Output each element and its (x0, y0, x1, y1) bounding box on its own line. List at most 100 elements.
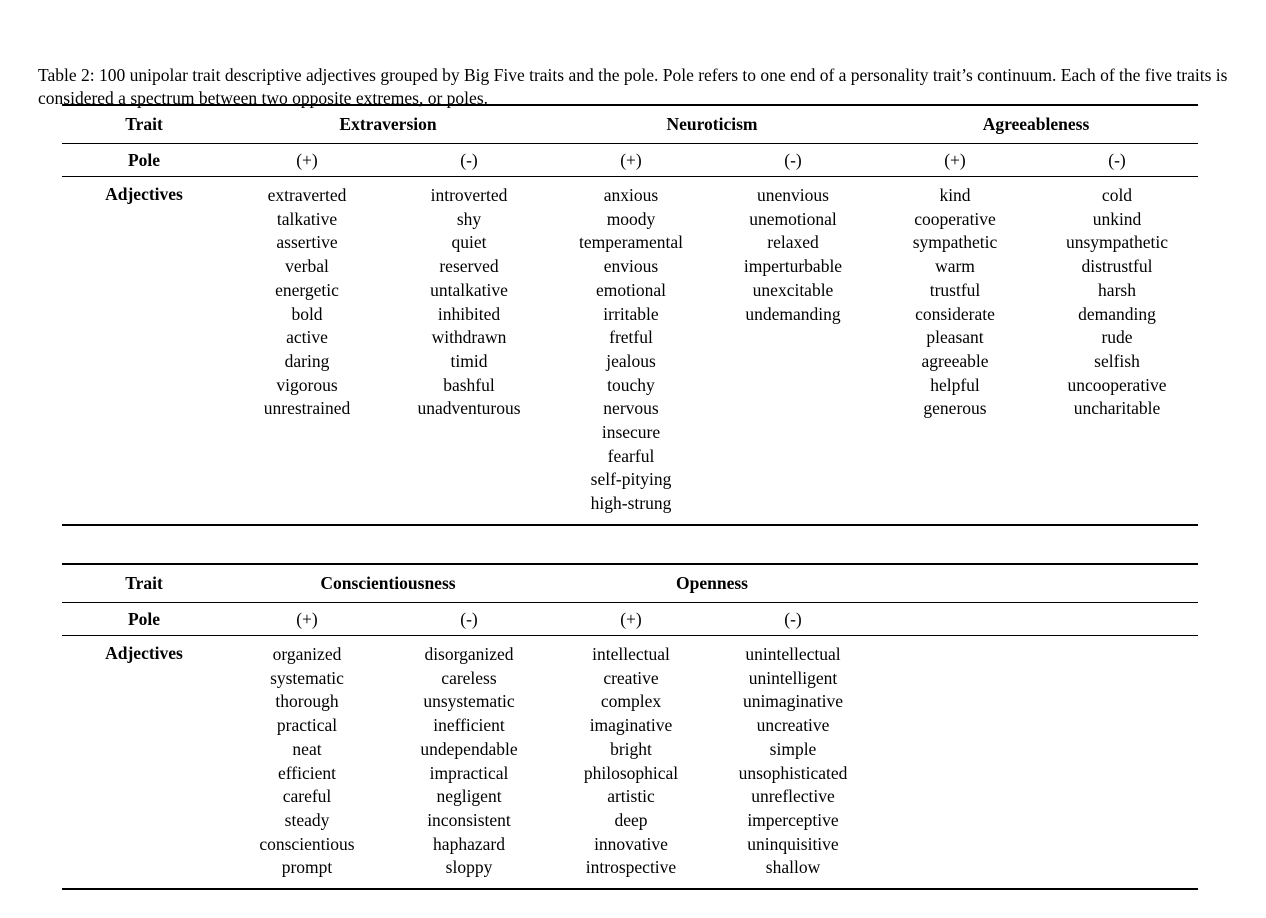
adjective: careless (441, 667, 497, 688)
adjective: unsympathetic (1065, 232, 1169, 253)
adjective: anxious (603, 185, 659, 205)
adjective: conscientious (259, 833, 355, 854)
adjectives-row: Adjectives extraverted talkative assertive… (62, 177, 1198, 526)
adjective: unintellectual (745, 644, 841, 664)
trait-header-row: Trait Conscientiousness Openness (62, 563, 1198, 603)
adjective: nervous (603, 398, 659, 419)
trait-header-agreeableness: Agreeableness (982, 114, 1090, 134)
adjective: imaginative (589, 715, 673, 736)
adjective: introverted (430, 185, 508, 205)
adjective: complex (600, 691, 662, 712)
adjective: daring (284, 350, 330, 371)
adjective: insecure (601, 422, 661, 443)
adjective: pleasant (926, 327, 984, 348)
adjective: talkative (276, 208, 338, 229)
adjective: introspective (585, 857, 677, 878)
adjective: considerate (915, 303, 995, 324)
adjective: agreeable (921, 350, 989, 371)
adjective: cold (1101, 185, 1133, 205)
adjective-column-extraversion-minus: introverted shy quiet reserved untalkative in… (388, 184, 550, 421)
trait-header-extraversion: Extraversion (339, 114, 437, 134)
adjective: undemanding (745, 303, 841, 324)
pole-minus-cell: (-) (784, 608, 802, 629)
adjective: undependable (420, 738, 518, 759)
adjective: kind (939, 185, 971, 205)
adjective: unadventurous (417, 398, 521, 419)
adjective: practical (276, 715, 338, 736)
adjective: organized (272, 644, 342, 664)
adjective: efficient (278, 762, 336, 783)
adjective: trustful (929, 279, 981, 300)
adjective: envious (603, 256, 659, 277)
adjective: philosophical (583, 762, 679, 783)
adjective: inefficient (433, 715, 505, 736)
adjective: uninquisitive (747, 833, 839, 854)
adjective: touchy (607, 374, 655, 395)
adjective: cooperative (914, 208, 996, 229)
adjective: thorough (275, 691, 339, 712)
adjective: fretful (609, 327, 653, 348)
adjective: simple (769, 738, 817, 759)
adjective: impractical (429, 762, 509, 783)
adjective: unimaginative (742, 691, 844, 712)
trait-header-openness: Openness (676, 573, 748, 593)
adjective: reserved (439, 256, 499, 277)
adjective-column-neuroticism-minus: unenvious unemotional relaxed imperturbable… (712, 184, 874, 326)
adjective: careful (282, 786, 332, 807)
adjective: bashful (443, 374, 495, 395)
trait-row-label: Trait (125, 573, 163, 593)
pole-row-label: Pole (127, 149, 161, 170)
adjective: unemotional (749, 208, 837, 229)
pole-plus-cell: (+) (620, 149, 642, 170)
adjective: sloppy (445, 857, 493, 878)
adjective: systematic (270, 667, 344, 688)
adjective: withdrawn (431, 327, 507, 348)
pole-header-row: Pole (+) (-) (+) (-) (62, 603, 1198, 636)
adjective: bold (291, 303, 323, 324)
adjective: helpful (930, 374, 980, 395)
adjective: verbal (285, 256, 329, 277)
adjective: imperturbable (743, 256, 843, 277)
adjectives-row-label: Adjectives (105, 643, 183, 663)
adjective: distrustful (1081, 256, 1153, 277)
adjective: fearful (607, 445, 655, 466)
pole-plus-cell: (+) (944, 149, 966, 170)
adjective: artistic (607, 786, 655, 807)
adjective: energetic (275, 279, 339, 300)
adjective: timid (450, 350, 488, 371)
trait-table-bottom: Trait Conscientiousness Openness Pole (+… (62, 563, 1198, 891)
trait-header-conscientiousness: Conscientiousness (320, 573, 456, 593)
adjective: irritable (603, 303, 659, 324)
adjective: harsh (1098, 279, 1136, 300)
adjective: imperceptive (747, 809, 839, 830)
adjective: assertive (276, 232, 338, 253)
trait-table-top: Trait Extraversion Neuroticism Agreeable… (62, 104, 1198, 526)
adjective: untalkative (430, 279, 508, 300)
adjective: creative (603, 667, 659, 688)
adjective: temperamental (579, 232, 683, 253)
adjective: shallow (765, 857, 821, 878)
adjective: unenvious (757, 185, 829, 205)
adjective: uncharitable (1073, 398, 1161, 419)
pole-minus-cell: (-) (1108, 149, 1126, 170)
adjective: demanding (1078, 303, 1156, 324)
adjective: warm (935, 256, 975, 277)
adjective: extraverted (267, 185, 347, 205)
adjective-column-extraversion-plus: extraverted talkative assertive verbal energ… (226, 184, 388, 421)
table-caption: Table 2: 100 unipolar trait descriptive … (38, 64, 1228, 108)
adjective: unsystematic (423, 691, 515, 712)
adjective: unintelligent (748, 667, 838, 688)
adjective-column-agreeableness-plus: kind cooperative sympathetic warm trustful co… (874, 184, 1036, 421)
adjective: unkind (1092, 208, 1142, 229)
adjective: uncooperative (1067, 374, 1167, 395)
adjective: relaxed (767, 232, 819, 253)
adjective: deep (614, 809, 648, 830)
adjective: prompt (281, 857, 333, 878)
adjective: unreflective (751, 786, 835, 807)
trait-header-neuroticism: Neuroticism (666, 114, 758, 134)
adjective-column-conscientiousness-plus: organized systematic thorough practical neat… (226, 643, 388, 880)
adjective: unexcitable (752, 279, 834, 300)
adjective: unrestrained (263, 398, 351, 419)
adjective-column-openness-minus: unintellectual unintelligent unimaginative… (712, 643, 874, 880)
